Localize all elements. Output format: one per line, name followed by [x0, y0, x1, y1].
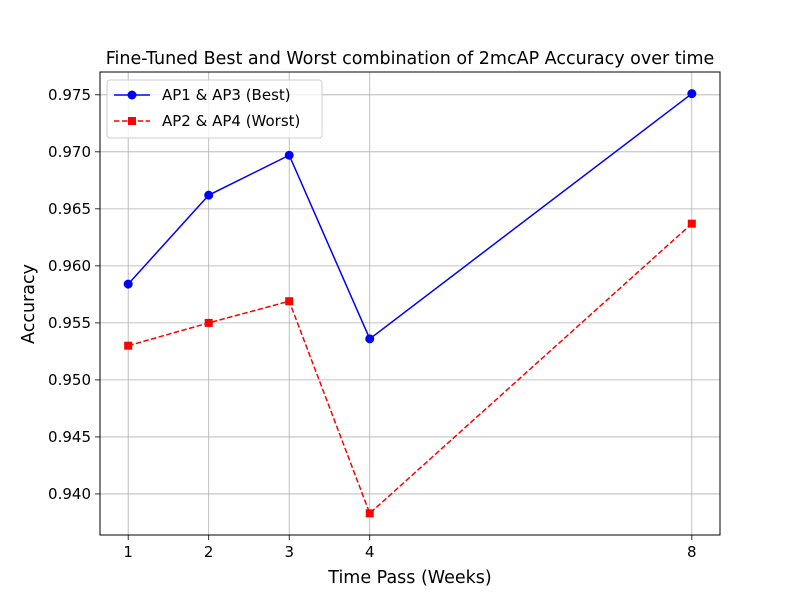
y-tick-label: 0.955 — [48, 314, 91, 332]
x-axis-label: Time Pass (Weeks) — [327, 568, 491, 588]
y-tick-label: 0.940 — [48, 485, 91, 503]
data-point — [284, 150, 294, 160]
series-layer — [123, 89, 697, 518]
y-tick-label: 0.960 — [48, 257, 91, 275]
data-point — [365, 509, 374, 518]
data-point — [365, 334, 375, 344]
data-point — [123, 279, 133, 289]
data-point — [285, 297, 294, 306]
legend-box — [106, 79, 323, 139]
data-point — [204, 318, 213, 327]
axes: 1 2 3 4 8 0.940 0.945 0.950 0.955 0.960 0.965 0.970… — [48, 86, 697, 561]
y-tick-label: 0.965 — [48, 200, 91, 218]
y-tick-label: 0.975 — [48, 86, 91, 104]
data-point — [124, 341, 133, 350]
data-point — [687, 89, 697, 99]
chart-title: Fine-Tuned Best and Worst combination of… — [106, 49, 715, 69]
plot-frame — [99, 71, 721, 536]
x-tick-label: 2 — [204, 543, 214, 561]
legend-label-best: AP1 & AP3 (Best) — [162, 86, 291, 104]
y-tick-label: 0.945 — [48, 428, 91, 446]
y-tick-label: 0.970 — [48, 143, 91, 161]
legend-label-worst: AP2 & AP4 (Worst) — [162, 112, 300, 130]
data-point — [204, 190, 214, 200]
x-tick-label: 3 — [284, 543, 294, 561]
legend-marker-best — [127, 90, 137, 100]
y-tick-label: 0.950 — [48, 371, 91, 389]
x-tick-label: 8 — [687, 543, 697, 561]
y-axis-label: Accuracy — [19, 264, 39, 344]
x-tick-label: 4 — [365, 543, 375, 561]
legend: AP1 & AP3 (Best) AP2 & AP4 (Worst) — [106, 79, 323, 139]
x-tick-label: 1 — [123, 543, 133, 561]
data-point — [687, 219, 696, 228]
legend-marker-worst — [128, 117, 136, 125]
